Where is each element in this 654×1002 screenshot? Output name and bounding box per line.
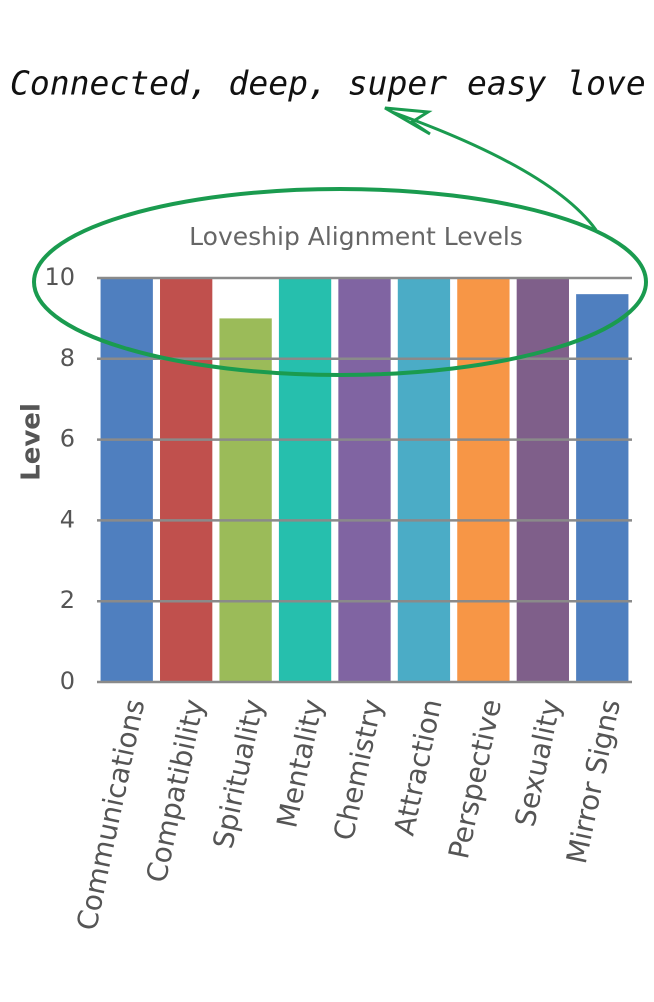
bar [457,278,510,682]
arrow [391,110,598,231]
x-tick-label: Spirituality [206,696,270,851]
arrow-head [384,106,433,136]
highlight-ellipse [32,187,648,377]
y-tick-label: 10 [44,263,75,291]
chart-title: Loveship Alignment Levels [189,222,523,251]
bar [576,294,629,682]
bar [397,278,451,682]
x-tick-label: Chemistry [327,696,389,843]
bar [160,278,213,682]
y-tick-label: 4 [60,505,75,533]
x-tick-label: Compatibility [140,696,211,885]
y-tick-label: 8 [60,344,75,372]
x-tick-label: Mirror Signs [560,696,627,866]
x-tick-label: Perspective [442,696,508,861]
x-tick-label: Sexuality [508,696,567,829]
x-tick-label: Mentality [270,696,329,830]
bar [219,318,272,682]
x-tick-label: Communications [70,696,151,933]
x-tick-label: Attraction [388,696,449,838]
bar [278,278,332,682]
annotation: Connected, deep, super easy love [10,64,646,103]
bar [338,278,391,682]
y-tick-label: 2 [60,586,75,614]
bar [516,278,569,682]
bar [100,278,153,682]
y-tick-label: 6 [60,425,75,453]
y-axis-label: Level [17,403,47,481]
y-tick-label: 0 [60,667,75,695]
